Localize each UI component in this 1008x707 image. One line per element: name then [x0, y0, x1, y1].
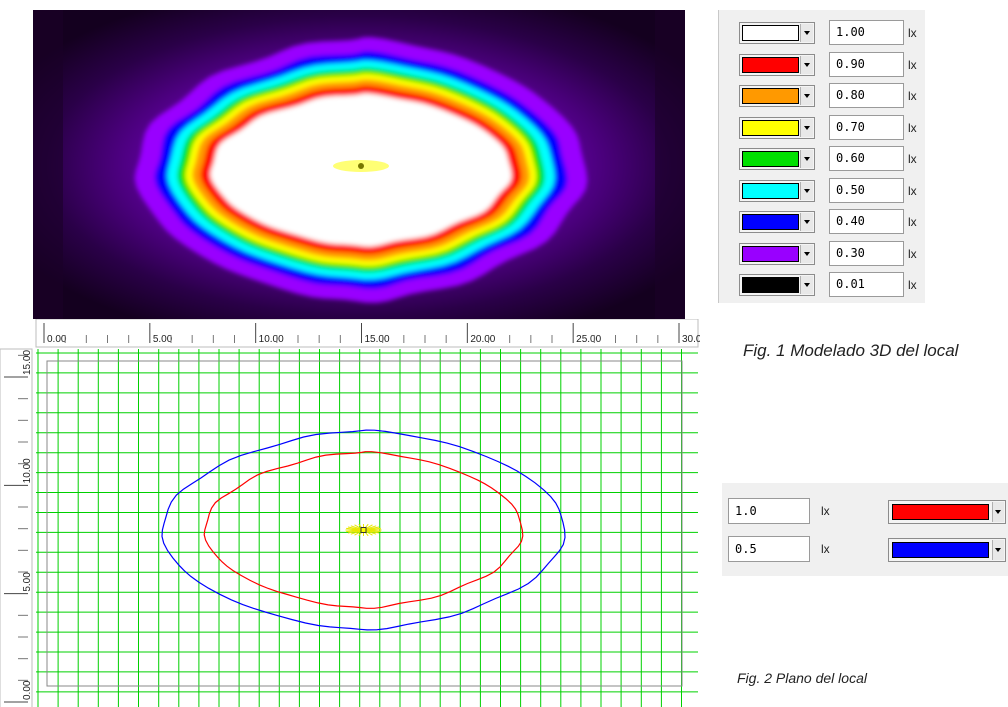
unit-label: lx	[908, 152, 917, 166]
illuminance-3d-render	[33, 10, 685, 321]
figure-2-caption: Fig. 2 Plano del local	[737, 670, 867, 686]
illuminance-value-field[interactable]: 0.70	[829, 114, 904, 140]
chevron-down-icon[interactable]	[992, 502, 1004, 522]
unit-label: lx	[908, 26, 917, 40]
color-picker-dropdown[interactable]	[739, 22, 815, 44]
illuminance-value-field[interactable]: 0.80	[829, 83, 904, 108]
legend-row: 0.80 lx	[739, 83, 919, 108]
illuminance-value-field[interactable]: 0.50	[829, 177, 904, 203]
x-tick-label: 5.00	[153, 334, 173, 345]
color-picker-dropdown[interactable]	[739, 274, 815, 296]
isoline-row: 0.5 lx	[728, 536, 1008, 564]
color-picker-dropdown[interactable]	[888, 500, 1006, 524]
render-left-wall	[33, 10, 63, 321]
legend-row: 0.01 lx	[739, 272, 919, 297]
color-swatch	[742, 119, 799, 136]
plan-grid	[36, 349, 698, 707]
x-ruler-ticks: 0.00 5.00 10.00 15.00 20.00 25.00 30.00	[43, 323, 700, 345]
color-swatch	[742, 56, 799, 73]
x-tick-label: 10.00	[259, 334, 284, 345]
x-tick-label: 30.00	[682, 334, 700, 345]
legend-row: 0.90 lx	[739, 51, 919, 77]
color-picker-dropdown[interactable]	[739, 242, 815, 265]
y-tick-label: 10.00	[22, 458, 33, 483]
chevron-down-icon[interactable]	[800, 150, 813, 168]
legend-row: 0.40 lx	[739, 209, 919, 234]
chevron-down-icon[interactable]	[800, 118, 813, 137]
room-outline	[46, 360, 683, 687]
left-ruler	[0, 348, 33, 707]
chevron-down-icon[interactable]	[800, 55, 813, 74]
illuminance-legend: 1.00 lx 0.90 lx 0.80 lx 0.70 lx 0.60 lx 0.50 lx 0.40…	[718, 10, 925, 303]
chevron-down-icon[interactable]	[800, 244, 813, 263]
unit-label: lx	[908, 215, 917, 229]
chevron-down-icon[interactable]	[992, 540, 1004, 560]
x-tick-label: 20.00	[470, 334, 495, 345]
color-picker-dropdown[interactable]	[888, 538, 1006, 562]
isoline-value-field[interactable]: 0.5	[728, 536, 810, 562]
isoline-value-field[interactable]: 1.0	[728, 498, 810, 524]
render-right-wall	[655, 10, 685, 321]
unit-label: lx	[908, 183, 917, 198]
legend-row: 0.60 lx	[739, 146, 919, 171]
illuminance-value-field[interactable]: 0.01	[829, 272, 904, 297]
lamp-marker	[360, 527, 367, 533]
unit-label: lx	[908, 89, 917, 103]
color-swatch	[742, 25, 799, 41]
lamp-icon	[345, 523, 382, 537]
isoline-1-0	[203, 451, 524, 609]
color-picker-dropdown[interactable]	[739, 53, 815, 76]
floor-plan-canvas: 0.00 5.00 10.00 15.00 20.00 25.00 30.00 0.00 5.0…	[0, 319, 700, 707]
color-swatch	[892, 504, 989, 520]
y-tick-label: 15.00	[22, 350, 33, 375]
unit-label: lx	[908, 246, 917, 261]
isoline-0-5	[161, 429, 566, 631]
legend-row: 0.50 lx	[739, 177, 919, 203]
illuminance-value-field[interactable]: 0.90	[829, 51, 904, 77]
color-picker-dropdown[interactable]	[739, 116, 815, 139]
unit-label: lx	[908, 278, 917, 292]
color-picker-dropdown[interactable]	[739, 211, 815, 233]
chevron-down-icon[interactable]	[800, 213, 813, 231]
illuminance-value-field[interactable]: 0.40	[829, 209, 904, 234]
floor-plan: 0.00 5.00 10.00 15.00 20.00 25.00 30.00 0.00 5.0…	[0, 319, 700, 707]
y-tick-label: 5.00	[22, 572, 33, 592]
figure-1-caption: Fig. 1 Modelado 3D del local	[743, 341, 959, 360]
legend-row: 1.00 lx	[739, 20, 919, 45]
unit-label: lx	[821, 542, 830, 556]
color-swatch	[742, 277, 799, 293]
color-swatch	[742, 245, 799, 262]
chevron-down-icon[interactable]	[800, 276, 813, 294]
y-ruler-ticks: 0.00 5.00 10.00 15.00	[4, 350, 33, 703]
color-swatch	[742, 182, 799, 199]
color-picker-dropdown[interactable]	[739, 179, 815, 202]
x-tick-label: 0.00	[47, 334, 67, 345]
color-swatch	[742, 214, 799, 230]
illuminance-value-field[interactable]: 0.30	[829, 240, 904, 266]
lamp-icon	[333, 160, 389, 172]
color-picker-dropdown[interactable]	[739, 85, 815, 107]
unit-label: lx	[908, 57, 917, 72]
x-tick-label: 15.00	[365, 334, 390, 345]
unit-label: lx	[908, 120, 917, 135]
y-tick-label: 0.00	[22, 680, 33, 700]
illuminance-value-field[interactable]: 0.60	[829, 146, 904, 171]
top-ruler	[35, 319, 699, 348]
color-swatch	[742, 88, 799, 104]
isoline-legend: 1.0 lx 0.5 lx	[722, 483, 1008, 576]
chevron-down-icon[interactable]	[800, 181, 813, 200]
color-swatch	[892, 542, 989, 558]
isoline-row: 1.0 lx	[728, 498, 1008, 526]
x-tick-label: 25.00	[576, 334, 601, 345]
color-swatch	[742, 151, 799, 167]
color-picker-dropdown[interactable]	[739, 148, 815, 170]
legend-row: 0.70 lx	[739, 114, 919, 140]
legend-row: 0.30 lx	[739, 240, 919, 266]
illuminance-value-field[interactable]: 1.00	[829, 20, 904, 45]
chevron-down-icon[interactable]	[800, 24, 813, 42]
chevron-down-icon[interactable]	[800, 87, 813, 105]
unit-label: lx	[821, 504, 830, 518]
